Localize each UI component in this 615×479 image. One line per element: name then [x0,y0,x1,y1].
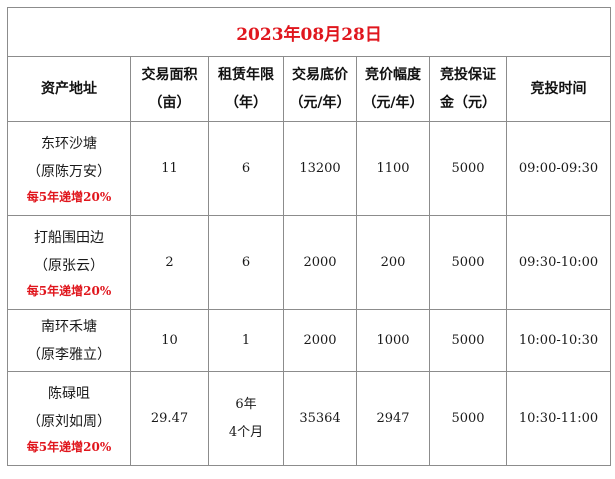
header-increment: 竞价幅度 （元/年） [356,56,430,122]
deposit-cell: 5000 [429,215,507,310]
header-area: 交易面积 （亩） [130,56,209,122]
increment-cell: 1100 [356,121,430,216]
header-row: 资产地址 交易面积 （亩） 租赁年限 （年） 交易底价 （元/年） 竞价幅度 （元/年）… [7,56,612,122]
address-cell: 南环禾塘 （原李雅立） [7,309,131,372]
term-cell: 6 [208,121,284,216]
table-row: 陈碌咀 （原刘如周） 每5年递增20% 29.47 6年 4个月 35364 29… [7,371,612,466]
base-price-cell: 35364 [283,371,357,466]
time-cell: 10:30-11:00 [505,371,612,466]
area-cell: 29.47 [130,371,209,466]
auction-schedule-table: 2023年08月28日 资产地址 交易面积 （亩） 租赁年限 （年） 交易底价 （元/… [6,7,612,466]
increase-note: 每5年递增20% [26,439,112,454]
header-address: 资产地址 [7,56,131,122]
table-row: 南环禾塘 （原李雅立） 10 1 2000 1000 5000 10:00-10… [7,309,612,372]
increase-note: 每5年递增20% [26,189,112,204]
term-cell: 6 [208,215,284,310]
time-cell: 09:00-09:30 [505,121,612,216]
header-base-price: 交易底价 （元/年） [283,56,357,122]
deposit-cell: 5000 [429,309,507,372]
header-term: 租赁年限 （年） [208,56,284,122]
address-cell: 东环沙塘 （原陈万安） 每5年递增20% [7,121,131,216]
term-cell: 6年 4个月 [208,371,284,466]
base-price-cell: 13200 [283,121,357,216]
table-title: 2023年08月28日 [6,7,612,57]
area-cell: 2 [130,215,209,310]
time-cell: 10:00-10:30 [505,309,612,372]
deposit-cell: 5000 [429,371,507,466]
increase-note: 每5年递增20% [26,283,112,298]
area-cell: 10 [130,309,209,372]
base-price-cell: 2000 [283,309,357,372]
base-price-cell: 2000 [283,215,357,310]
increment-cell: 200 [356,215,430,310]
term-cell: 1 [208,309,284,372]
time-cell: 09:30-10:00 [505,215,612,310]
deposit-cell: 5000 [429,121,507,216]
header-time: 竞投时间 [505,56,612,122]
increment-cell: 1000 [356,309,430,372]
area-cell: 11 [130,121,209,216]
increment-cell: 2947 [356,371,430,466]
address-cell: 打船围田边 （原张云） 每5年递增20% [7,215,131,310]
header-deposit: 竞投保证 金（元） [429,56,507,122]
table-row: 东环沙塘 （原陈万安） 每5年递增20% 11 6 13200 1100 500… [7,121,612,216]
address-cell: 陈碌咀 （原刘如周） 每5年递增20% [7,371,131,466]
table-row: 打船围田边 （原张云） 每5年递增20% 2 6 2000 200 5000 0… [7,215,612,310]
